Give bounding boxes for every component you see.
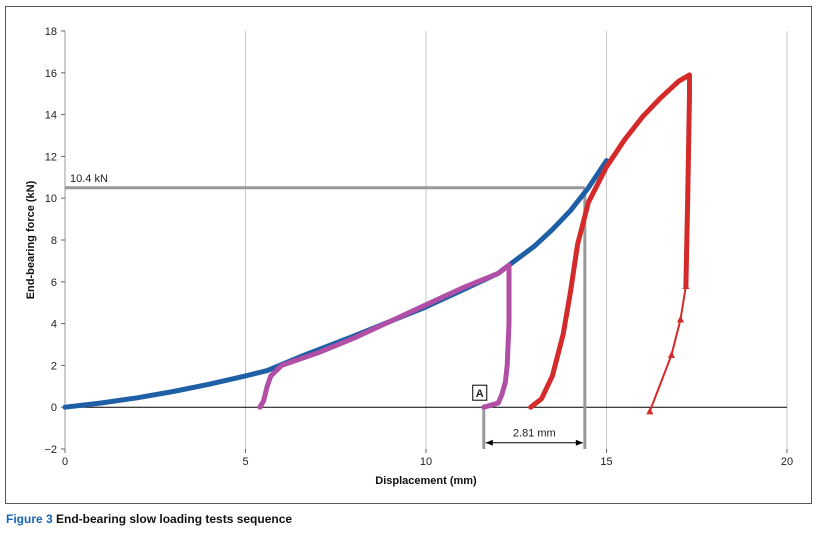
y-tick-label: 16 <box>45 68 57 80</box>
chart-frame <box>5 6 812 504</box>
y-tick-label: 8 <box>51 235 57 247</box>
x-tick-label: 10 <box>420 456 432 468</box>
dimension-arrow-left <box>485 439 493 446</box>
y-tick-label: 10 <box>45 193 57 205</box>
series-line <box>648 285 687 413</box>
x-tick-label: 15 <box>600 456 612 468</box>
series-point <box>677 315 685 323</box>
dimension-arrow-right <box>575 439 583 446</box>
y-tick-label: 0 <box>51 402 57 414</box>
dimension-label-bg <box>510 426 559 439</box>
dimension-label: 2.81 mm <box>513 428 556 440</box>
x-tick-label: 20 <box>781 456 793 468</box>
y-axis-label: End-bearing force (kN) <box>25 180 37 299</box>
y-tick-label: 6 <box>51 277 57 289</box>
y-tick-label: 18 <box>45 26 57 38</box>
series-point <box>646 407 654 415</box>
figure-caption-text: End-bearing slow loading tests sequence <box>52 512 293 526</box>
x-axis-label: Displacement (mm) <box>375 475 477 487</box>
series-point <box>667 350 675 358</box>
marker-a-label: A <box>476 388 484 400</box>
y-tick-label: 4 <box>51 319 57 331</box>
series-line <box>62 158 609 410</box>
series-line <box>528 72 692 410</box>
series-line <box>257 262 512 410</box>
figure-caption: Figure 3 End-bearing slow loading tests … <box>6 512 292 526</box>
x-tick-label: 0 <box>62 456 68 468</box>
series-point <box>682 281 690 289</box>
marker-a-box <box>472 384 488 401</box>
figure-label: Figure 3 <box>6 512 53 526</box>
y-tick-label: 14 <box>45 110 57 122</box>
y-tick-label: 2 <box>51 360 57 372</box>
y-tick-label: 12 <box>45 151 57 163</box>
y-tick-label: −2 <box>44 444 57 456</box>
x-tick-label: 5 <box>242 456 248 468</box>
force-reference-label: 10.4 kN <box>70 173 108 185</box>
